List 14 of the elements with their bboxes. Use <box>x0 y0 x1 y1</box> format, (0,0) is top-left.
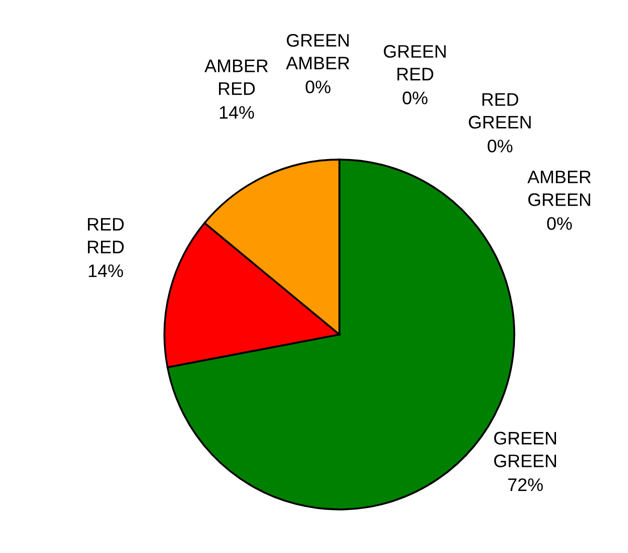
category-label: RED GREEN <box>468 93 531 129</box>
data-label: 72% <box>508 478 543 492</box>
text: 0% <box>306 80 330 94</box>
category-label: GREEN AMBER <box>286 34 350 70</box>
text: 0% <box>402 92 428 104</box>
text: 0% <box>488 140 512 152</box>
category-label: GREEN RED <box>384 45 446 80</box>
category-label: AMBER GREEN <box>527 170 591 206</box>
text: 0% <box>547 217 572 230</box>
slice-label: AMBER RED <box>204 60 268 95</box>
data-label: 14% <box>220 106 254 119</box>
data-label: 14% <box>88 264 123 278</box>
slice-label: RED RED <box>88 218 124 254</box>
slice-label: GREEN GREEN <box>494 432 556 468</box>
